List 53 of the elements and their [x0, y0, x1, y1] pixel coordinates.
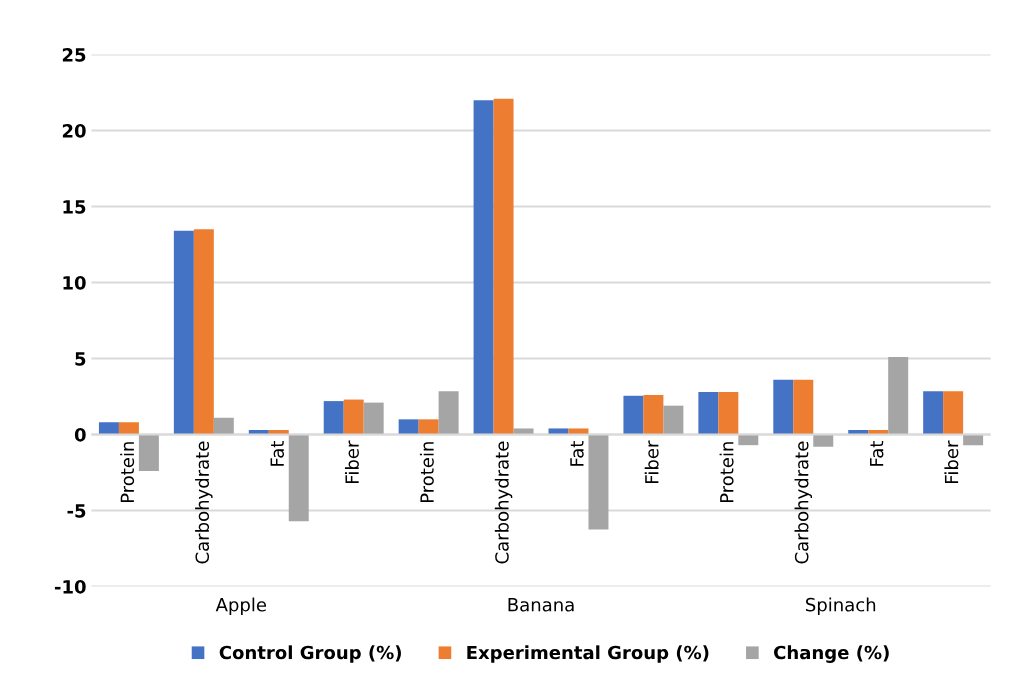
bar	[438, 391, 459, 435]
x-tick-label: Protein	[719, 442, 734, 503]
legend-label: Control Group (%)	[219, 645, 401, 663]
bar	[493, 98, 514, 435]
bar	[398, 419, 419, 435]
y-tick-label: 10	[63, 276, 86, 290]
bar	[193, 229, 214, 435]
bar	[138, 434, 159, 472]
y-tick-label: -10	[54, 579, 86, 594]
x-tick-label: Protein	[419, 442, 434, 503]
x-tick-label: Fiber	[344, 440, 359, 483]
bar	[813, 434, 834, 447]
bar	[173, 230, 194, 435]
bar	[773, 379, 794, 435]
bar	[473, 100, 494, 435]
bar	[718, 391, 739, 435]
x-tick-label: Protein	[120, 442, 135, 503]
bar	[663, 405, 684, 435]
y-tick-label: 15	[63, 200, 86, 214]
x-tick-label: Fat	[570, 441, 584, 466]
y-tick-label: 25	[62, 48, 86, 62]
bar	[943, 391, 964, 435]
text: Apple	[215, 597, 267, 616]
text: Banana	[508, 598, 574, 612]
y-tick-label: -5	[67, 504, 86, 518]
bar	[888, 357, 909, 435]
legend-label: Experimental Group (%)	[467, 645, 709, 663]
x-tick-label: Fat	[270, 441, 284, 466]
y-tick-label: 0	[74, 427, 86, 442]
bar	[323, 401, 344, 435]
bar	[363, 402, 384, 435]
bar	[623, 395, 644, 435]
x-tick-label: Fiber	[944, 440, 959, 483]
bar	[213, 417, 234, 435]
bar	[343, 399, 364, 435]
bar	[288, 434, 309, 522]
bar	[698, 391, 719, 435]
bar	[643, 395, 664, 435]
legend-label: Change (%)	[774, 645, 889, 663]
bar	[418, 419, 439, 435]
x-tick-label: Carbohydrate	[195, 441, 213, 564]
text: Spinach	[806, 597, 876, 616]
bar	[98, 422, 119, 435]
x-tick-label: Carbohydrate	[794, 441, 813, 564]
y-tick-label: 5	[75, 352, 86, 366]
x-tick-label: Carbohydrate	[494, 441, 513, 564]
x-tick-label: Fiber	[644, 440, 659, 483]
y-tick-label: 20	[62, 124, 86, 138]
bar	[118, 422, 139, 435]
bar	[588, 434, 609, 530]
bar	[793, 379, 814, 435]
x-tick-label: Fat	[870, 441, 884, 466]
bar	[923, 391, 944, 435]
